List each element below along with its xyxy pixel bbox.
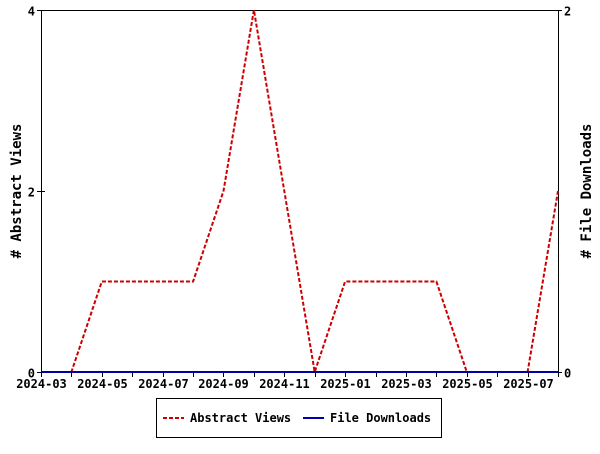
y-tick-label: 2 [28, 186, 35, 200]
x-tick-label: 2024-07 [138, 377, 189, 391]
x-tick-label: 2025-03 [381, 377, 432, 391]
y-axis-label: # Abstract Views [9, 124, 25, 259]
x-tick-label: 2024-11 [259, 377, 310, 391]
y-tick-label: 4 [28, 5, 35, 19]
x-tick-label: 2024-09 [198, 377, 249, 391]
legend: Abstract Views File Downloads [157, 399, 442, 438]
x-tick-label: 2024-05 [77, 377, 128, 391]
y2-tick-label: 0 [564, 367, 571, 381]
x-tick-label: 2024-03 [16, 377, 67, 391]
plot-frame [42, 11, 559, 373]
x-tick-label: 2025-07 [503, 377, 554, 391]
x-tick-label: 2025-01 [320, 377, 371, 391]
y2-tick-label: 2 [564, 5, 571, 19]
y2-axis-label: # File Downloads [579, 124, 595, 259]
legend-label-abstract-views: Abstract Views [190, 411, 291, 425]
x-tick-label: 2025-05 [442, 377, 493, 391]
series-line-abstract-views [41, 10, 558, 372]
y-tick-label: 0 [28, 367, 35, 381]
legend-label-file-downloads: File Downloads [330, 411, 431, 425]
